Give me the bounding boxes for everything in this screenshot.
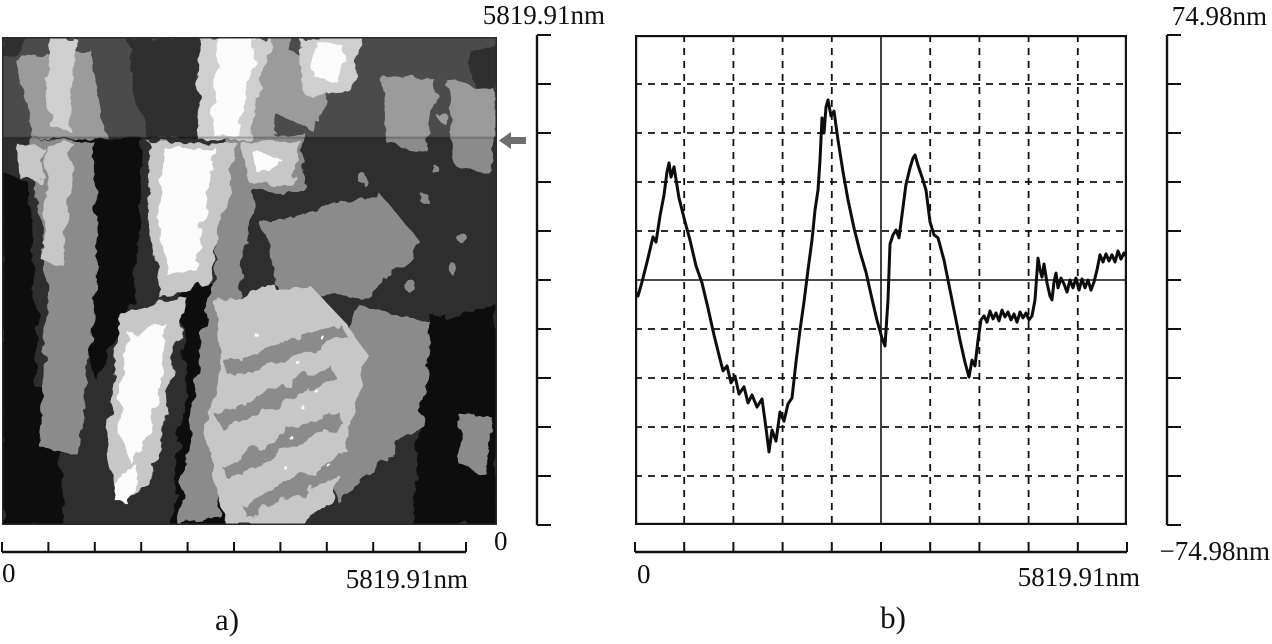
panel-b-x-max-label: 5819.91nm <box>1017 562 1140 592</box>
scan-line-bright-band <box>2 37 497 138</box>
panel-b-vscale-max-label: 74.98nm <box>1171 1 1267 31</box>
panel-b-caption: b) <box>880 600 906 635</box>
panel-a-vscale-max-label: 5819.91nm <box>482 0 605 30</box>
scan-line-edge <box>2 136 497 139</box>
panel-b-vscale-min-label: −74.98nm <box>1159 536 1270 566</box>
panel-a-vertical-scale-bar <box>535 34 551 526</box>
panel-a-vscale-min-label: 0 <box>494 526 508 556</box>
afm-image-border <box>2 37 497 525</box>
panel-b-x-min-label: 0 <box>637 559 651 589</box>
afm-terraces <box>2 37 497 525</box>
panel-a-x-max-label: 5819.91nm <box>345 564 468 594</box>
height-profile-plot <box>635 35 1127 525</box>
scan-line-arrow-icon <box>499 132 526 149</box>
afm-topography-image <box>2 37 497 525</box>
panel-b-horizontal-ruler <box>634 542 1128 554</box>
panel-b-vertical-scale-bar <box>1165 34 1181 526</box>
panel-a-horizontal-ruler <box>1 542 467 554</box>
afm-image-svg <box>2 37 497 525</box>
profile-curve <box>635 98 1127 454</box>
panel-a-caption: a) <box>214 602 240 637</box>
panel-a-x-min-label: 0 <box>2 558 16 588</box>
plot-border <box>635 35 1127 525</box>
